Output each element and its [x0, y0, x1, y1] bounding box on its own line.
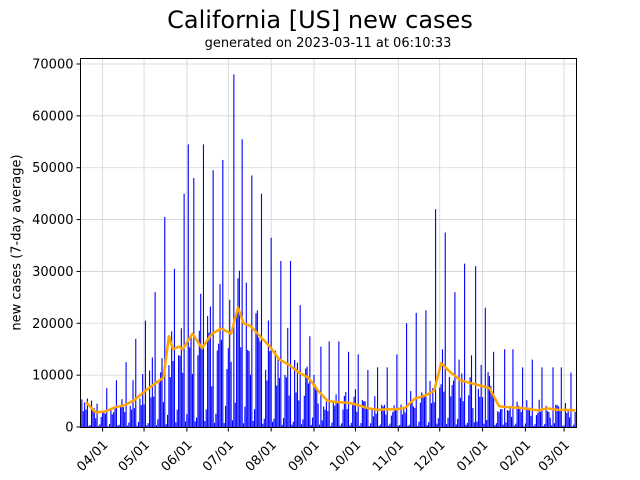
x-tick-label: 05/01 [116, 438, 153, 475]
x-tick-label: 08/01 [243, 438, 280, 475]
x-tick-label: 10/01 [327, 438, 364, 475]
y-axis-ticks: 0 10000 20000 30000 40000 50000 60000 70000 [32, 58, 81, 436]
x-tick-label: 11/01 [370, 438, 407, 475]
plot-frame [80, 58, 577, 428]
y-tick-label: 40000 [32, 213, 73, 228]
x-tick-label: 03/01 [536, 438, 573, 475]
x-tick-label: 12/01 [411, 438, 448, 475]
x-tick-label: 09/01 [286, 438, 323, 475]
y-tick-label: 30000 [32, 265, 73, 280]
x-tick-label: 07/01 [200, 438, 237, 475]
x-tick-label: 01/01 [454, 438, 491, 475]
x-tick-label: 04/01 [74, 438, 111, 475]
y-tick-label: 50000 [32, 161, 73, 176]
y-tick-label: 70000 [32, 58, 73, 73]
y-tick-label: 10000 [32, 369, 73, 384]
chart-subtitle: generated on 2023-03-11 at 06:10:33 [204, 36, 452, 51]
x-tick-label: 06/01 [159, 438, 196, 475]
y-tick-label: 0 [65, 421, 73, 436]
chart-title: California [US] new cases [167, 6, 473, 34]
x-axis-ticks: 04/01 05/01 06/01 07/01 08/01 09/01 10/01 11/01… [74, 427, 573, 475]
seven-day-average-line [85, 306, 576, 414]
x-tick-label: 02/01 [497, 438, 534, 475]
daily-cases-bars [79, 74, 578, 428]
y-tick-label: 20000 [32, 317, 73, 332]
y-tick-label: 60000 [32, 109, 73, 124]
